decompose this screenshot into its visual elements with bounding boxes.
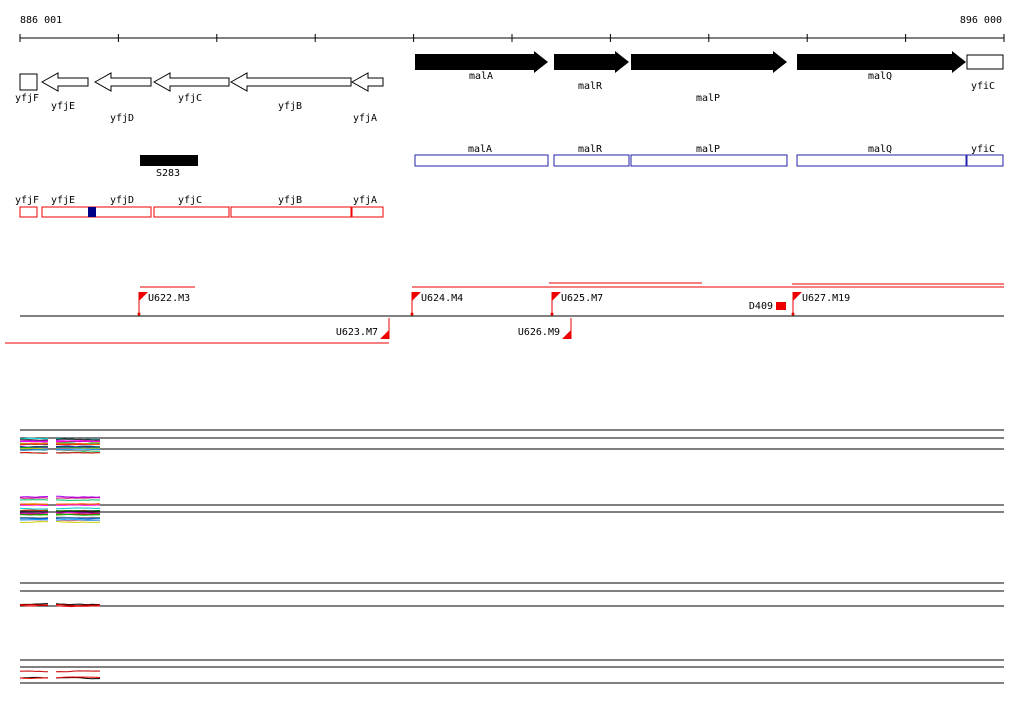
segment-bar: [140, 155, 198, 166]
gene-arrow: [797, 51, 966, 73]
blue-feature: [796, 154, 967, 167]
gene-arrow: [152, 72, 230, 92]
blue-feature: [630, 154, 788, 167]
expression-trace: [19, 604, 101, 608]
deletion-mark: [776, 302, 786, 310]
red-feature: [153, 206, 230, 218]
marker-dot: [137, 312, 141, 316]
red-feature-label: yfjE: [51, 195, 75, 206]
expression-trace: [19, 440, 101, 443]
deletion-label: D409: [749, 301, 773, 312]
marker-label: U624.M4: [421, 293, 463, 304]
gene-label: yfjF: [15, 93, 39, 104]
expression-trace: [19, 446, 101, 449]
gene-label: malQ: [868, 71, 892, 82]
blue-feature-label: malQ: [868, 144, 892, 155]
marker-label: U627.M19: [802, 293, 850, 304]
expression-trace: [19, 497, 101, 499]
gene-label: yfjA: [353, 113, 377, 124]
expression-trace: [19, 676, 101, 679]
blue-feature: [553, 154, 630, 167]
marker-spans: [5, 282, 1004, 344]
marker-flag: [380, 330, 389, 339]
marker-label: U626.M9: [518, 327, 560, 338]
gene-arrow: [415, 51, 548, 73]
marker-flag: [139, 292, 148, 301]
blue-feature: [414, 154, 549, 167]
gene-box: [966, 54, 1004, 70]
marker-label: U625.M7: [561, 293, 603, 304]
expression-trace: [20, 507, 101, 510]
ruler-end: 896 000: [960, 15, 1002, 26]
red-feature-label: yfjC: [178, 195, 202, 206]
marker-flag: [562, 330, 571, 339]
gene-label: malP: [696, 93, 720, 104]
gene-label: yfiC: [971, 81, 995, 92]
expression-trace: [20, 513, 101, 516]
red-feature: [351, 206, 384, 218]
expression-trace: [19, 504, 101, 506]
red-feature-label: yfjB: [278, 195, 302, 206]
red-feature-label: yfjF: [15, 195, 39, 206]
blue-feature-label: yfiC: [971, 144, 995, 155]
marker-dot: [791, 312, 795, 316]
gene-box: [19, 73, 38, 91]
expression-trace: [19, 517, 101, 520]
marker-dot: [550, 312, 554, 316]
expression-trace: [19, 495, 101, 498]
marker-flag: [552, 292, 561, 301]
gene-arrow: [554, 51, 629, 73]
red-feature-label: yfjD: [110, 195, 134, 206]
gene-arrow: [40, 72, 89, 92]
red-feature: [19, 206, 38, 218]
blue-feature-label: malR: [578, 144, 603, 155]
gene-arrow: [229, 72, 352, 92]
expression-trace: [20, 521, 100, 524]
feature-dot: [88, 207, 96, 217]
ruler-start: 886 001: [20, 15, 62, 26]
expression-trace: [19, 518, 101, 521]
expression-trace: [19, 503, 101, 506]
gene-label: yfjC: [178, 93, 202, 104]
gene-label: malR: [578, 81, 603, 92]
blue-feature: [966, 154, 1004, 167]
red-feature: [41, 206, 152, 218]
segment-label: S283: [156, 168, 180, 179]
expression-trace: [19, 511, 101, 514]
expression-trace: [19, 670, 101, 673]
gene-label: yfjD: [110, 113, 134, 124]
blue-feature-label: malP: [696, 144, 720, 155]
red-feature: [230, 206, 352, 218]
marker-label: U623.M7: [336, 327, 378, 338]
marker-flag: [793, 292, 802, 301]
gene-arrow: [93, 72, 152, 92]
expression-trace: [19, 516, 101, 519]
marker-flag: [412, 292, 421, 301]
gene-arrow: [350, 72, 384, 92]
expression-trace: [19, 442, 101, 445]
marker-label: U622.M3: [148, 293, 190, 304]
expression-trace: [19, 451, 100, 454]
marker-dot: [410, 312, 414, 316]
red-feature-label: yfjA: [353, 195, 377, 206]
gene-label: malA: [469, 71, 493, 82]
expression-trace: [19, 604, 101, 607]
blue-feature-label: malA: [468, 144, 492, 155]
expression-trace: [19, 438, 101, 441]
gene-label: yfjE: [51, 101, 75, 112]
gene-label: yfjB: [278, 101, 302, 112]
expression-trace: [19, 510, 101, 513]
gene-arrow: [631, 51, 787, 73]
expression-trace: [19, 448, 101, 451]
expression-trace: [19, 499, 101, 501]
